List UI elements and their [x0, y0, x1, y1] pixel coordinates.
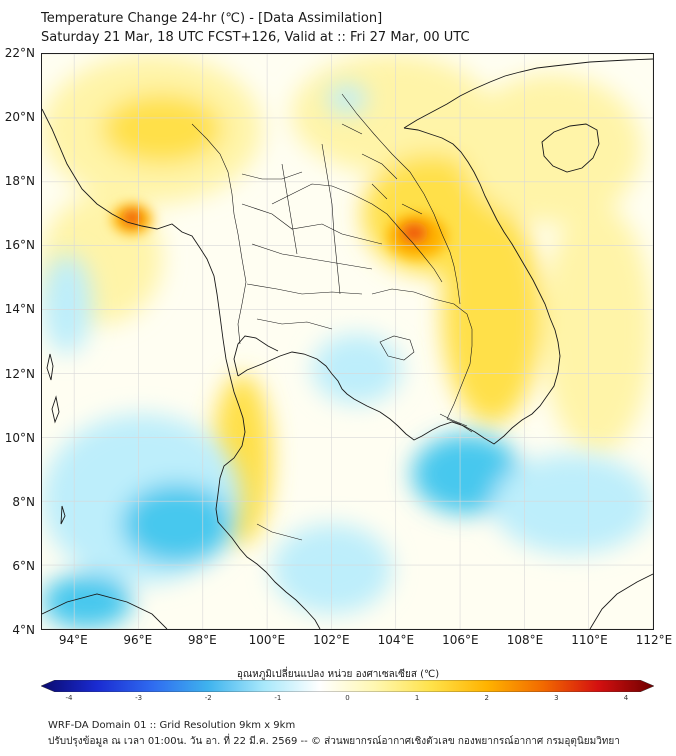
footer-credit: ปรับปรุงข้อมูล ณ เวลา 01:00น. วัน อา. ที…	[48, 736, 620, 747]
lon-label: 104°E	[377, 633, 415, 647]
coastlines	[42, 58, 653, 629]
upper-gulf	[233, 335, 279, 377]
cambodia-lake	[379, 335, 415, 361]
andaman-island-b	[51, 395, 60, 424]
cool-anomaly-field	[42, 84, 652, 629]
mainland-coastline	[42, 108, 321, 629]
colorbar-tick-label: -2	[204, 694, 212, 702]
map-canvas	[42, 54, 653, 629]
lon-label: 110°E	[571, 633, 608, 647]
lon-label: 108°E	[506, 633, 544, 647]
laos-provinces	[341, 123, 423, 215]
lon-label: 98°E	[187, 633, 217, 647]
lat-label: 16°N	[4, 238, 35, 253]
borneo-coast	[589, 573, 653, 629]
colorbar-tick-label: 4	[623, 694, 629, 702]
lat-label: 14°N	[4, 302, 35, 317]
warm-anomaly-patch-6	[462, 74, 642, 224]
lat-label: 6°N	[12, 558, 35, 573]
cambodia-border	[371, 288, 473, 420]
cool-anomaly-patch-12	[312, 334, 402, 404]
hainan-island	[541, 123, 600, 173]
colorbar-tick-label: 1	[414, 694, 420, 702]
mekong-delta	[439, 413, 473, 433]
lon-label: 102°E	[313, 633, 350, 647]
cool-anomaly-patch-17	[492, 454, 652, 554]
thai-provinces	[241, 143, 383, 330]
lat-label: 4°N	[12, 623, 35, 637]
andaman-island-a	[46, 353, 54, 381]
temperature-change-map[interactable]	[41, 53, 654, 630]
cool-anomaly-patch-13	[272, 524, 392, 614]
malaysia-border	[256, 523, 303, 541]
cool-anomaly-patch-15	[42, 254, 92, 354]
colorbar-tick-label: -4	[65, 694, 73, 702]
lat-label: 10°N	[4, 430, 35, 445]
warm-anomaly-patch-7	[542, 204, 653, 454]
lat-label: 8°N	[12, 494, 35, 509]
laos-vietnam-border	[341, 93, 461, 305]
colorbar	[41, 680, 654, 692]
footer-model-info: WRF-DA Domain 01 :: Grid Resolution 9km …	[48, 720, 296, 731]
hot-anomaly-patch-21	[400, 222, 428, 244]
colorbar-gradient	[41, 680, 654, 692]
lon-label: 96°E	[123, 633, 153, 647]
warm-anomaly-patch-4	[442, 204, 542, 424]
colorbar-tick-label: 2	[484, 694, 489, 702]
map-subtitle: Saturday 21 Mar, 18 UTC FCST+126, Valid …	[41, 30, 470, 45]
lon-label: 112°E	[635, 633, 673, 647]
map-title: Temperature Change 24-hr (℃) - [Data Ass…	[41, 11, 383, 26]
colorbar-tick-label: 3	[554, 694, 559, 702]
mekong-border	[271, 183, 443, 283]
nicobar-island	[60, 505, 66, 525]
graticule	[42, 54, 653, 629]
colorbar-tick-label: 0	[345, 694, 350, 702]
gulf-of-thailand-coast	[237, 127, 561, 445]
colorbar-tick-label: -3	[135, 694, 143, 702]
lon-label: 94°E	[58, 633, 88, 647]
colorbar-label: อุณหภูมิเปลี่ยนแปลง หน่วย องศาเซลเซียส (…	[236, 669, 440, 680]
warm-anomaly-patch-1	[102, 94, 222, 164]
hot-anomaly-patch-19	[122, 209, 142, 227]
cool-anomaly-patch-14	[327, 84, 367, 114]
south-china-coast	[403, 58, 653, 129]
sumatra-coast	[42, 593, 168, 629]
lat-label: 20°N	[4, 110, 35, 125]
myanmar-thailand-border	[191, 123, 247, 345]
lat-label: 22°N	[4, 46, 35, 60]
hot-anomaly-field	[112, 204, 447, 259]
lon-label: 100°E	[248, 633, 286, 647]
admin-borders	[191, 93, 473, 541]
cool-anomaly-patch-10	[122, 484, 232, 564]
cool-anomaly-patch-16	[42, 574, 132, 629]
lat-label: 12°N	[4, 366, 35, 381]
lon-label: 106°E	[442, 633, 479, 647]
lat-label: 18°N	[4, 174, 35, 189]
colorbar-tick-label: -1	[274, 694, 282, 702]
warm-anomaly-patch-2	[292, 54, 492, 174]
